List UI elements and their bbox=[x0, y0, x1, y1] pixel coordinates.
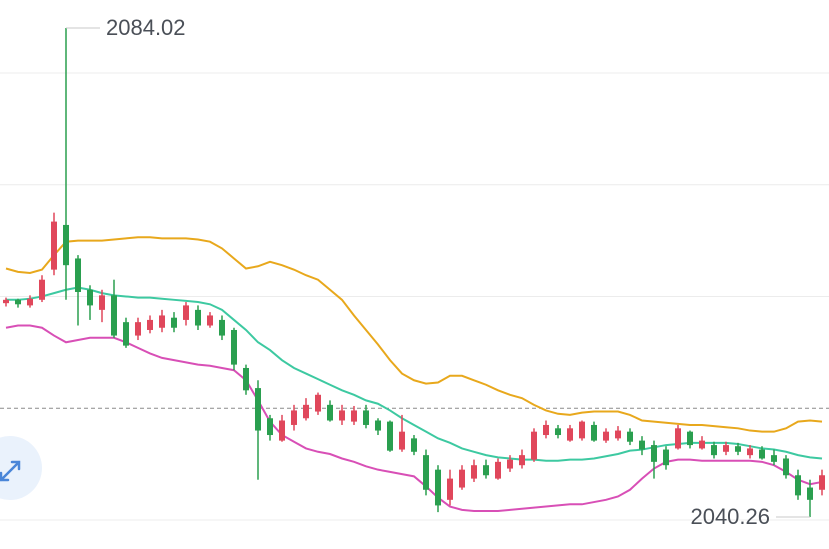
candle-body bbox=[483, 465, 489, 476]
candle-body bbox=[771, 455, 777, 462]
candle-body bbox=[255, 388, 261, 431]
candle-body bbox=[279, 420, 285, 441]
high-label: 2084.02 bbox=[106, 15, 186, 40]
candle-body bbox=[351, 410, 357, 422]
candle-body bbox=[135, 322, 141, 336]
candle-body bbox=[399, 431, 405, 450]
candle-body bbox=[591, 424, 597, 441]
candle-body bbox=[699, 440, 705, 449]
candle-body bbox=[51, 221, 57, 270]
candle-body bbox=[459, 469, 465, 488]
candle-body bbox=[807, 487, 813, 500]
candle-body bbox=[159, 315, 165, 328]
candle-body bbox=[495, 461, 501, 479]
candle-body bbox=[315, 394, 321, 412]
candle-body bbox=[99, 295, 105, 310]
candle-body bbox=[423, 455, 429, 490]
candle-body bbox=[219, 319, 225, 336]
candle-body bbox=[231, 329, 237, 365]
candle-body bbox=[147, 319, 153, 330]
band-line bbox=[5, 324, 823, 513]
candle-body bbox=[627, 431, 633, 442]
candle-body bbox=[735, 446, 741, 452]
band-line bbox=[6, 286, 823, 462]
candle-body bbox=[243, 367, 249, 391]
candle-body bbox=[651, 445, 657, 462]
button-bg[interactable] bbox=[0, 436, 42, 500]
candle-body bbox=[555, 428, 561, 436]
candle-body bbox=[471, 465, 477, 479]
candle-body bbox=[759, 449, 765, 459]
candle-body bbox=[387, 421, 393, 451]
candle-body bbox=[303, 404, 309, 419]
candle-body bbox=[663, 449, 669, 466]
candle-body bbox=[339, 410, 345, 421]
candle-body bbox=[675, 428, 681, 449]
candle-body bbox=[747, 448, 753, 456]
candle-body bbox=[183, 305, 189, 320]
candle-body bbox=[15, 299, 21, 305]
candle-body bbox=[27, 298, 33, 306]
candle-body bbox=[207, 315, 213, 326]
candle-body bbox=[567, 428, 573, 441]
candle-body bbox=[111, 295, 117, 336]
candle-body bbox=[795, 475, 801, 496]
candle-body bbox=[327, 404, 333, 421]
labels: 2084.02 2040.26 bbox=[66, 15, 810, 529]
expand-icon[interactable] bbox=[0, 460, 21, 482]
candle-body bbox=[603, 431, 609, 441]
candle-body bbox=[543, 424, 549, 436]
band-line bbox=[5, 236, 823, 433]
candle-body bbox=[507, 459, 513, 469]
candles bbox=[3, 28, 825, 518]
candle-body bbox=[615, 430, 621, 439]
candle-body bbox=[363, 410, 369, 425]
candle-body bbox=[579, 421, 585, 439]
candle-body bbox=[435, 469, 441, 506]
candle-body bbox=[411, 438, 417, 452]
candle-body bbox=[267, 418, 273, 436]
candle-body bbox=[87, 289, 93, 306]
candle-body bbox=[171, 317, 177, 328]
candle-body bbox=[639, 440, 645, 450]
grid bbox=[0, 72, 829, 521]
candle-body bbox=[819, 475, 825, 490]
candle-body bbox=[783, 458, 789, 476]
candle-body bbox=[75, 258, 81, 292]
bands bbox=[5, 236, 823, 513]
candle-body bbox=[711, 445, 717, 456]
low-label: 2040.26 bbox=[690, 504, 770, 529]
candle-body bbox=[291, 410, 297, 425]
candle-body bbox=[195, 309, 201, 326]
candle-body bbox=[375, 420, 381, 431]
candle-body bbox=[447, 478, 453, 500]
candle-body bbox=[63, 224, 69, 266]
candle-body bbox=[723, 445, 729, 452]
candle-body bbox=[687, 431, 693, 446]
candle-body bbox=[531, 431, 537, 460]
expand-button[interactable] bbox=[0, 436, 42, 500]
candle-body bbox=[3, 299, 9, 304]
candle-body bbox=[39, 279, 45, 300]
candle-body bbox=[519, 455, 525, 466]
candle-body bbox=[123, 322, 129, 346]
